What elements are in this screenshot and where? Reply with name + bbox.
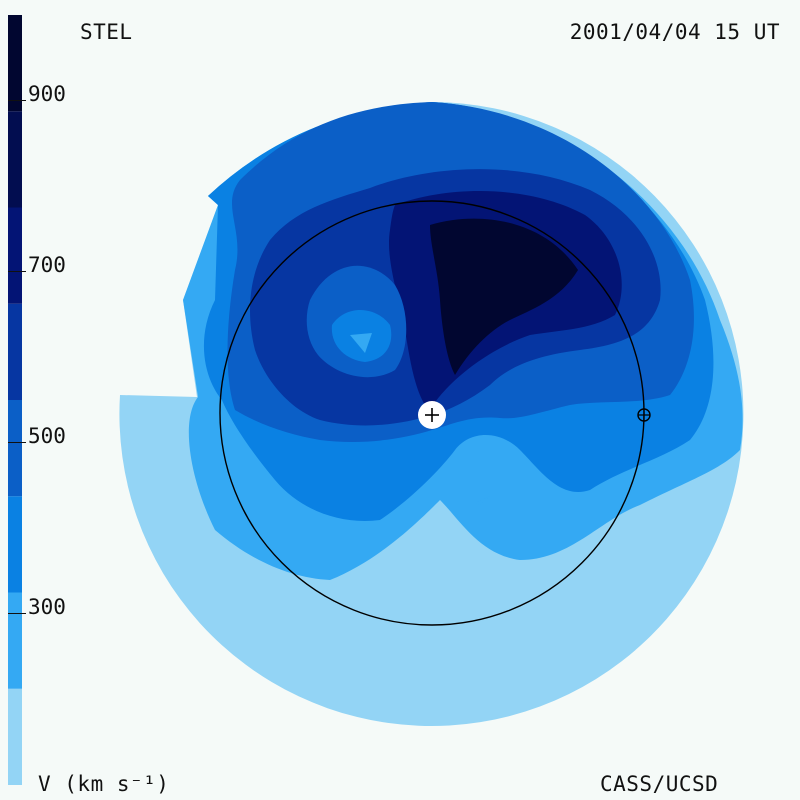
colorbar-tick-mark (8, 442, 26, 443)
colorbar-band-900-1000 (8, 15, 22, 112)
quantity-unit-label: V (km s⁻¹) (38, 772, 170, 796)
colorbar-tick-700: 700 (28, 253, 66, 277)
colorbar-tick-mark (8, 100, 26, 101)
observatory-label: STEL (80, 20, 133, 44)
colorbar-tick-300: 300 (28, 595, 66, 619)
colorbar-band-600-700 (8, 303, 22, 400)
colorbar-tick-mark (8, 613, 26, 614)
velocity-contour-map (119, 102, 744, 726)
colorbar-tick-mark (8, 271, 26, 272)
velocity-colorbar (8, 15, 22, 785)
earth-symbol-icon (637, 408, 651, 422)
sun-plus-icon (418, 401, 446, 429)
colorbar-band-200-300 (8, 688, 22, 785)
credit-label: CASS/UCSD (600, 772, 719, 796)
colorbar-tick-900: 900 (28, 82, 66, 106)
colorbar-band-400-500 (8, 496, 22, 593)
contour-level-7 (430, 218, 578, 375)
contour-speck (475, 496, 490, 505)
colorbar-band-300-400 (8, 592, 22, 689)
colorbar-band-700-800 (8, 207, 22, 304)
colorbar-band-500-600 (8, 400, 22, 497)
contour-island-core (350, 333, 372, 353)
colorbar-band-800-900 (8, 111, 22, 208)
colorbar-tick-500: 500 (28, 424, 66, 448)
datetime-label: 2001/04/04 15 UT (569, 20, 780, 44)
